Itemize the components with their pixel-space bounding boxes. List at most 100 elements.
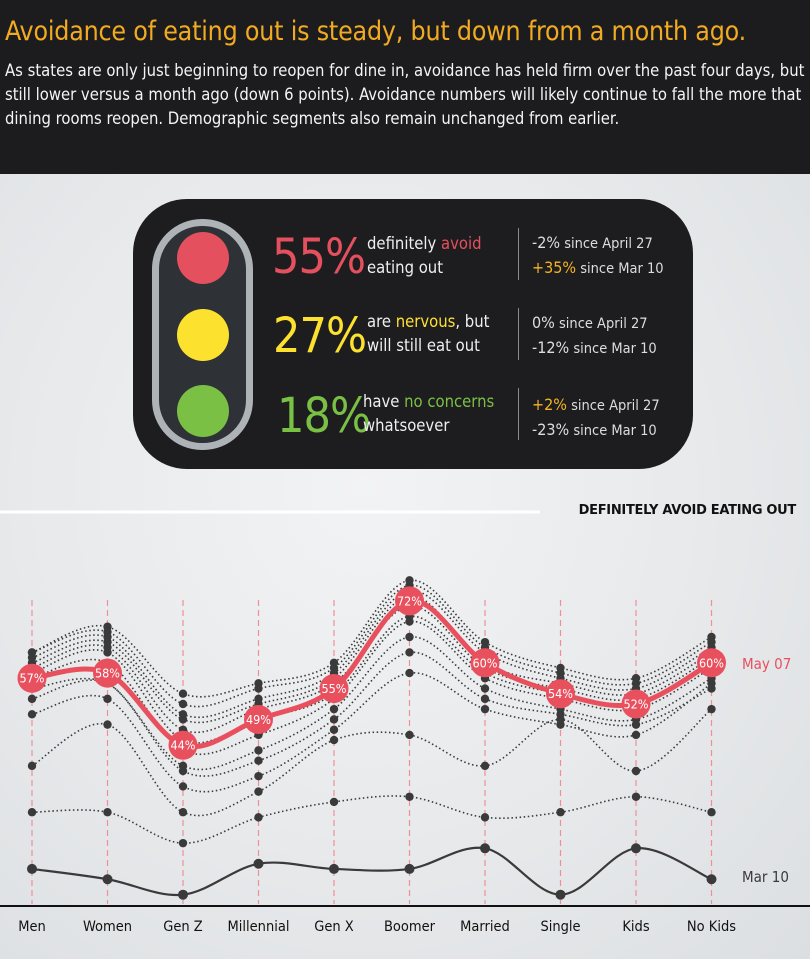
date-series-point <box>254 694 263 704</box>
date-series-point <box>178 689 188 698</box>
date-series-line <box>31 605 712 734</box>
avoid-description: definitely avoid eating out <box>367 234 482 277</box>
no-concerns-percent: 18% <box>277 388 371 444</box>
date-series-point <box>556 715 565 724</box>
date-series-point <box>707 632 716 642</box>
date-series-point <box>405 632 414 642</box>
date-series-point <box>103 720 112 729</box>
data-label: 54% <box>548 686 573 701</box>
date-series-point <box>27 710 37 719</box>
divider <box>518 308 519 360</box>
data-label: 60% <box>473 655 498 670</box>
green-light-icon <box>177 385 229 437</box>
date-series-point <box>178 761 188 771</box>
x-tick-label: Single <box>540 919 580 935</box>
date-series-line <box>31 651 712 777</box>
date-series-point <box>707 679 716 688</box>
x-tick-label: Kids <box>622 919 649 935</box>
chart-title: DEFINITELY AVOID EATING OUT <box>578 503 797 518</box>
x-tick-label: Married <box>460 919 510 935</box>
date-series-point <box>329 658 339 667</box>
date-series-point <box>329 797 339 807</box>
date-series-point <box>254 679 263 688</box>
date-series-point <box>631 766 641 776</box>
x-tick-label: Gen X <box>314 919 354 935</box>
nervous-change-april: 0% since April 27 <box>532 313 648 332</box>
no-concerns-change-march: -23% since Mar 10 <box>532 420 657 439</box>
may07-point <box>17 663 47 693</box>
may07-point <box>168 730 198 760</box>
date-series-line <box>31 579 712 698</box>
no-concerns-change-april: +2% since April 27 <box>532 395 660 414</box>
may07-point <box>621 689 651 719</box>
date-series-line <box>31 584 712 708</box>
divider <box>518 388 519 440</box>
date-series-point <box>178 782 188 791</box>
date-series-point <box>556 663 565 673</box>
x-tick-label: No Kids <box>687 919 736 935</box>
avoid-change-april: -2% since April 27 <box>532 233 653 252</box>
x-tick-label: Men <box>18 919 46 935</box>
date-series-point <box>103 622 112 631</box>
date-series-point <box>480 761 490 771</box>
date-series-point <box>178 699 188 709</box>
date-series-line <box>31 589 712 719</box>
date-series-point <box>103 808 112 817</box>
intro-paragraph: As states are only just beginning to reo… <box>5 61 805 128</box>
mar10-point <box>631 843 641 854</box>
date-series-point <box>329 715 339 724</box>
date-series-point <box>254 756 263 765</box>
date-series-point <box>254 813 263 822</box>
date-series-point <box>27 761 37 771</box>
data-label: 55% <box>322 681 347 696</box>
date-series-point <box>329 735 339 745</box>
date-series-point <box>556 808 565 817</box>
may07-point <box>546 679 575 709</box>
date-series-point <box>405 648 414 657</box>
date-series-point <box>631 730 641 740</box>
may07-point <box>395 586 424 616</box>
date-series-point <box>480 637 490 647</box>
data-label: 44% <box>171 738 196 753</box>
date-series-point <box>631 674 641 683</box>
nervous-change-march: -12% since Mar 10 <box>532 338 657 357</box>
divider <box>518 228 519 280</box>
data-label: 52% <box>624 697 649 712</box>
date-series-point <box>480 813 490 822</box>
headline: Avoidance of eating out is steady, but d… <box>5 16 746 47</box>
avoid-percent: 55% <box>272 229 366 285</box>
may07-line <box>31 598 713 750</box>
date-series-point <box>707 704 716 714</box>
mar10-point <box>404 863 415 874</box>
mar10-point <box>329 863 339 874</box>
date-series-point <box>405 576 414 585</box>
date-series-point <box>103 694 112 704</box>
x-tick-label: Millennial <box>228 919 290 935</box>
mar10-point <box>480 843 490 854</box>
date-series-point <box>178 808 188 817</box>
mar10-point <box>178 889 188 900</box>
date-series-point <box>254 771 263 781</box>
no-concerns-description: have no concerns whatsoever <box>363 392 495 435</box>
date-series-point <box>480 684 490 693</box>
mar10-point <box>253 858 264 869</box>
may07-point <box>470 648 500 678</box>
date-series-point <box>178 710 188 719</box>
date-series-point <box>254 746 263 755</box>
mar10-point <box>27 863 37 874</box>
date-series-point <box>254 787 263 796</box>
nervous-description: are nervous, but will still eat out <box>367 312 490 355</box>
may07-point <box>697 648 726 678</box>
data-label: 60% <box>699 655 724 670</box>
date-series-point <box>329 704 339 714</box>
mar10-series-label: Mar 10 <box>742 868 789 886</box>
nervous-percent: 27% <box>273 308 367 364</box>
date-series-point <box>27 694 37 704</box>
mar10-point <box>706 874 717 885</box>
date-series-point <box>329 725 339 734</box>
date-series-point <box>27 648 37 657</box>
data-label: 57% <box>20 671 45 686</box>
date-series-point <box>405 668 414 678</box>
date-series-point <box>178 838 188 848</box>
